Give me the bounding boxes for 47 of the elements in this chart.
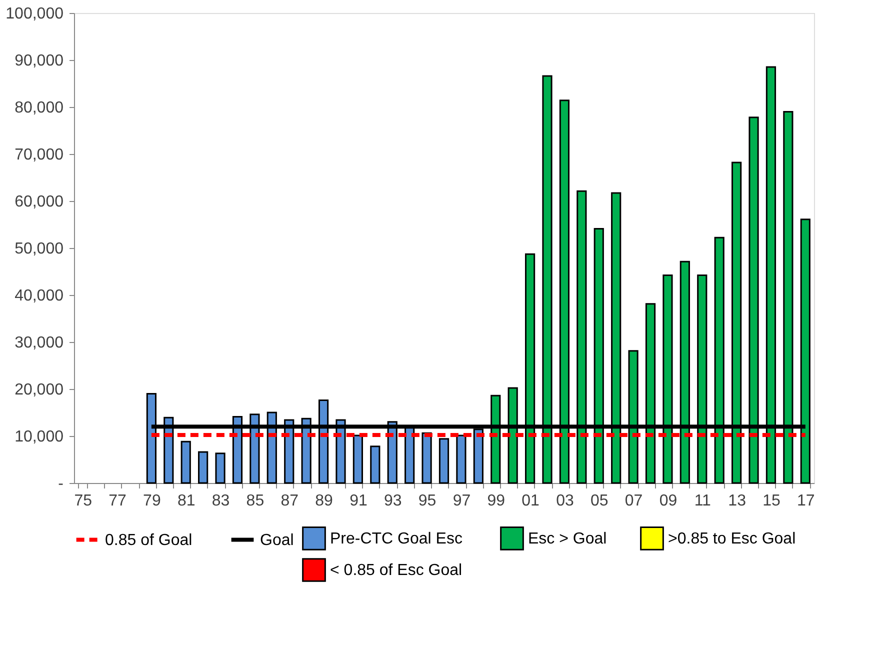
x-tick-label: 97 [452, 492, 471, 510]
y-tick-label: 70,000 [14, 146, 64, 164]
x-tick-label: 11 [694, 492, 712, 510]
legend-label: 0.85 of Goal [105, 532, 192, 549]
y-tick-label: 80,000 [14, 100, 64, 116]
x-tick-label: 99 [487, 492, 506, 510]
x-tick-label: 17 [796, 492, 815, 510]
x-tick-label: 83 [212, 492, 230, 510]
x-tick-label: 93 [384, 492, 402, 510]
x-tick-label: 15 [762, 492, 780, 510]
y-tick-label: 10,000 [14, 428, 64, 446]
x-tick-label: 79 [143, 492, 161, 510]
x-tick-label: 09 [659, 492, 678, 510]
x-tick-label: 75 [74, 492, 92, 510]
y-tick-label: 30,000 [14, 334, 64, 352]
legend-label: < 0.85 of Esc Goal [330, 562, 462, 579]
bar [370, 446, 380, 484]
x-tick-label: 81 [177, 492, 196, 510]
bar [422, 432, 432, 484]
bar [215, 452, 226, 484]
bar [438, 438, 450, 484]
x-tick-label: 01 [522, 492, 540, 510]
y-tick-label: - [58, 476, 64, 492]
y-tick-label: 50,000 [14, 240, 64, 258]
y-tick-label: 60,000 [14, 194, 64, 210]
y-tick-label: 100,000 [6, 6, 64, 22]
bar [180, 440, 191, 484]
bar [198, 451, 208, 484]
x-tick-label: 91 [350, 492, 368, 510]
x-tick-label: 13 [728, 492, 746, 510]
legend-label: >0.85 to Esc Goal [668, 530, 796, 548]
legend-label: Esc > Goal [528, 530, 607, 548]
y-tick-label: 40,000 [14, 288, 64, 304]
x-tick-label: 77 [108, 492, 127, 510]
legend-label: Pre-CTC Goal Esc [330, 530, 462, 548]
x-tick-label: 03 [556, 492, 574, 510]
x-tick-label: 87 [280, 492, 299, 510]
y-tick-label: 20,000 [14, 382, 64, 398]
legend-label: Goal [260, 532, 294, 549]
bar [352, 434, 364, 484]
x-tick-label: 85 [246, 492, 264, 510]
x-tick-label: 05 [590, 492, 608, 510]
bar [456, 434, 466, 484]
x-tick-label: 95 [418, 492, 436, 510]
x-tick-label: 89 [315, 492, 334, 510]
y-tick-label: 90,000 [14, 52, 64, 70]
x-tick-label: 07 [624, 492, 643, 510]
